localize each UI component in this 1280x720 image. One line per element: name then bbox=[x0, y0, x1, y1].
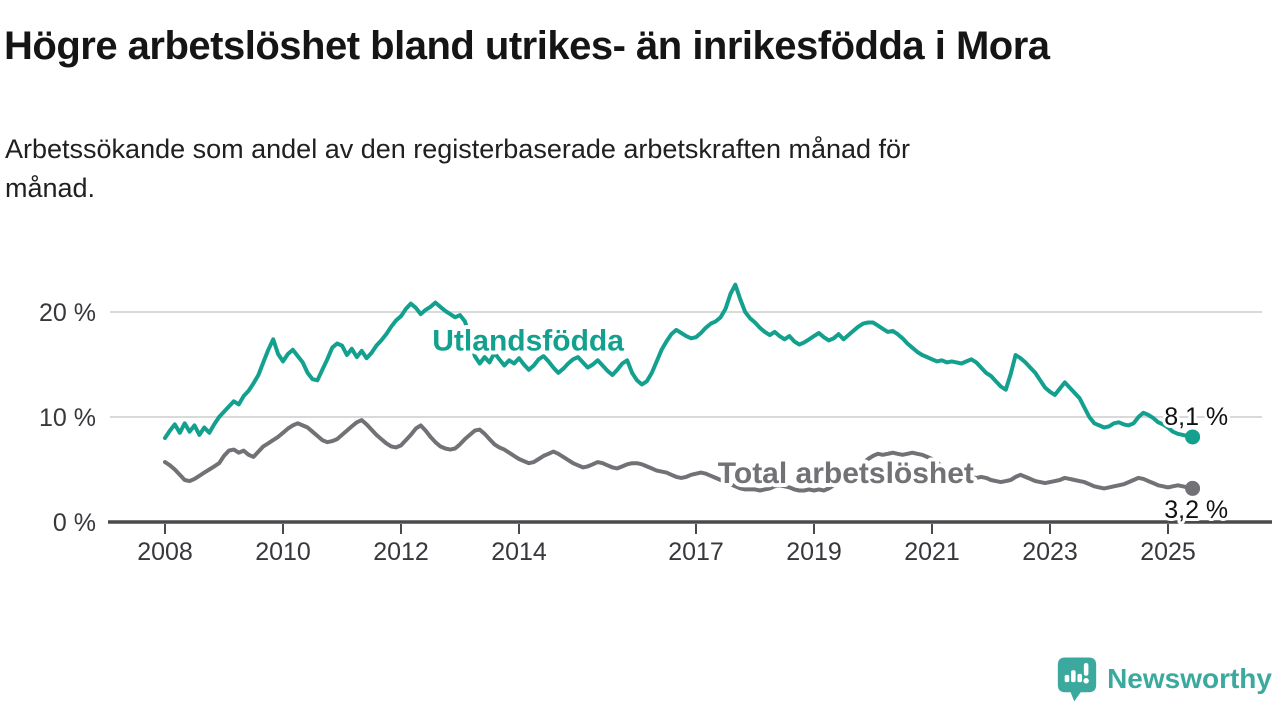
end-value-label-total-arbetsloshet: 3,2 % bbox=[1164, 496, 1228, 524]
x-axis-label-2025: 2025 bbox=[1140, 538, 1196, 566]
series-line-total-arbetsloshet bbox=[163, 418, 1195, 493]
series-label-total-arbetsloshet: Total arbetslöshet bbox=[718, 457, 974, 490]
x-axis-label-2021: 2021 bbox=[904, 538, 960, 566]
series-label-utlandsfodda: Utlandsfödda bbox=[432, 324, 624, 357]
x-axis-label-2010: 2010 bbox=[255, 538, 311, 566]
x-axis-label-2019: 2019 bbox=[786, 538, 842, 566]
x-axis-label-2017: 2017 bbox=[668, 538, 724, 566]
series-line-utlandsfodda bbox=[163, 282, 1195, 440]
x-axis-label-2012: 2012 bbox=[373, 538, 429, 566]
chart-subtitle: Arbetssökande som andel av den registerb… bbox=[5, 134, 911, 204]
x-axis-label-2023: 2023 bbox=[1022, 538, 1078, 566]
y-axis-label-10: 10 % bbox=[39, 404, 96, 432]
series-endpoint-utlandsfodda bbox=[1185, 429, 1201, 445]
series-endpoint-total-arbetsloshet bbox=[1185, 480, 1201, 496]
newsworthy-logo-icon bbox=[1056, 655, 1098, 702]
y-axis-label-20: 20 % bbox=[39, 299, 96, 327]
page-title: Högre arbetslöshet bland utrikes- än inr… bbox=[4, 24, 1050, 68]
x-axis-label-2008: 2008 bbox=[137, 538, 193, 566]
newsworthy-logo: Newsworthy bbox=[1056, 655, 1272, 702]
x-axis-label-2014: 2014 bbox=[491, 538, 547, 566]
newsworthy-logo-text: Newsworthy bbox=[1107, 662, 1272, 694]
y-axis-label-0: 0 % bbox=[53, 509, 96, 537]
end-value-label-utlandsfodda: 8,1 % bbox=[1164, 403, 1228, 431]
